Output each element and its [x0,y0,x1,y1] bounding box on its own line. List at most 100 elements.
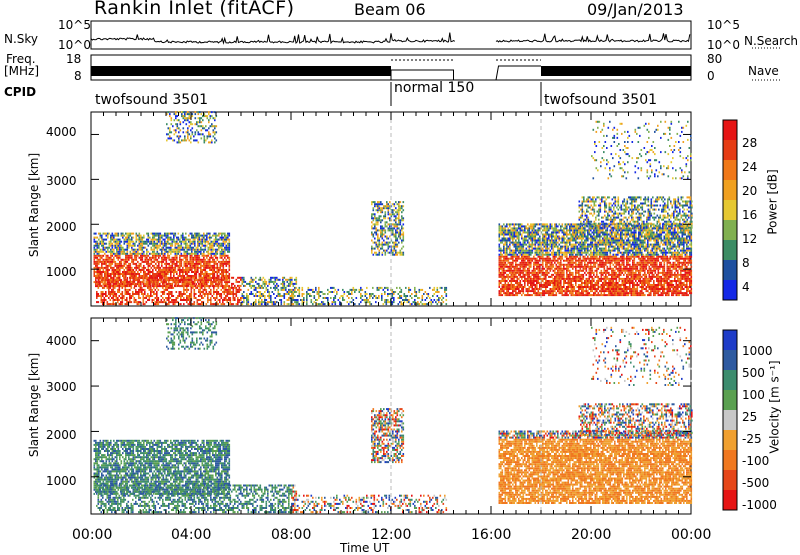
cell [536,234,538,236]
cell [373,219,375,221]
cell [210,303,212,305]
cell [221,245,223,247]
cell [542,294,544,296]
cell [193,265,195,267]
cell [95,257,97,259]
cell [173,237,175,239]
cell [533,256,535,258]
cell [388,252,390,254]
cell [122,267,124,269]
cell [177,127,179,129]
cell [523,288,525,290]
cell [550,276,552,278]
cell [170,273,172,275]
cell [137,255,139,257]
cell [211,249,213,251]
cell [191,271,193,273]
cell [246,301,248,303]
cell [163,239,165,241]
cell [284,283,286,285]
cell [194,241,196,243]
cell [198,113,200,115]
cell [246,295,248,297]
cell [526,294,528,296]
cell [158,273,160,275]
cell [444,287,446,289]
cell [107,281,109,283]
cell [377,219,379,221]
cell [392,293,394,295]
cell [154,259,156,261]
cell [255,303,257,305]
cell [517,244,519,246]
cell [385,250,387,252]
cell [371,215,373,217]
cell [523,244,525,246]
cell [122,233,124,235]
cell [547,256,549,258]
cell [194,251,196,253]
cell [199,257,201,259]
cell [201,277,203,279]
cell [121,263,123,265]
cell [100,233,102,235]
cell [535,242,537,244]
cell [242,279,244,281]
cell [140,265,142,267]
cell [237,285,239,287]
cell [218,261,220,263]
cell [164,263,166,265]
cell [153,281,155,283]
cell [379,201,381,203]
cell [141,289,143,291]
cell [227,279,229,281]
cell [553,258,555,260]
cell [521,229,523,231]
cell [124,249,126,251]
cell [142,259,144,261]
cell [97,285,99,287]
cell [133,263,135,265]
cell [533,236,535,238]
cell [517,278,519,280]
cell [166,251,168,253]
cell [405,299,407,301]
cell [214,239,216,241]
cell [275,285,277,287]
cell [535,278,537,280]
cell [243,281,245,283]
cell [158,267,160,269]
cell [124,243,126,245]
cell [188,299,190,301]
cell [94,241,96,243]
cell [506,232,508,234]
cell [195,139,197,141]
cell [103,263,105,265]
cell [175,129,177,131]
cell [520,280,522,282]
cell [371,250,373,252]
cell [131,237,133,239]
cell [120,301,122,303]
cell [172,249,174,251]
cell [287,303,289,305]
cell [172,243,174,245]
cell [523,240,525,242]
cell [163,275,165,277]
cell [194,269,196,271]
cell [223,259,225,261]
cell [185,239,187,241]
cell [365,293,367,295]
cell [187,127,189,129]
cell [194,297,196,299]
cell [167,243,169,245]
cell [557,268,559,270]
cell [290,277,292,279]
cell [112,247,114,249]
cell [499,240,501,242]
cell [499,276,501,278]
cell [380,209,382,211]
cell [545,232,547,234]
cell [126,281,128,283]
cell [517,292,519,294]
